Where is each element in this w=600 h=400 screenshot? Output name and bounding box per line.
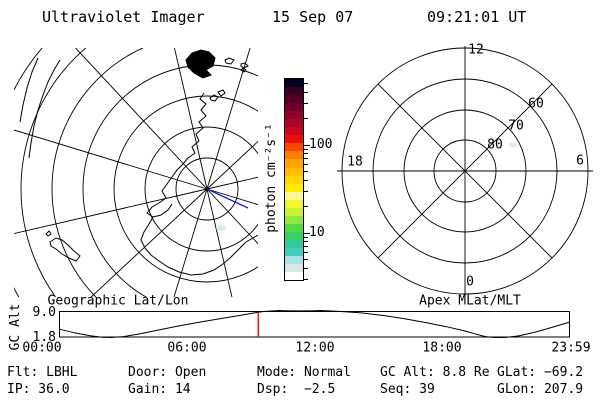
colorbar-band (285, 223, 303, 232)
colorbar-minor-tick (304, 170, 308, 172)
new-zealand (45, 230, 81, 262)
colorbar-minor-tick (304, 241, 308, 242)
tierra-del-fuego (185, 49, 216, 79)
colorbar-minor-tick (304, 206, 308, 207)
colorbar-band (285, 231, 303, 240)
mlt-label-18: 18 (347, 154, 363, 170)
colorbar-band (285, 159, 303, 168)
colorbar-band (285, 215, 303, 224)
colorbar-minor-tick (304, 236, 308, 238)
colorbar-major-tick (304, 144, 310, 146)
colorbar-band (285, 247, 303, 257)
status-field: Gain: 14 (128, 382, 191, 397)
status-field: Dsp: −2.5 (257, 382, 336, 397)
mlat-label-60: 60 (528, 96, 544, 112)
colorbar-minor-tick (304, 83, 308, 85)
status-field: Door: Open (128, 365, 207, 380)
colorbar-minor-tick (304, 102, 308, 104)
gc-alt-strip-chart (59, 310, 570, 338)
status-field: IP: 36.0 (7, 382, 70, 397)
colorbar-minor-tick (304, 278, 308, 280)
colorbar-minor-tick (304, 267, 308, 269)
apex-plot-caption: Apex MLat/MLT (419, 293, 521, 309)
geo-plot-caption: Geographic Lat/Lon (47, 293, 189, 309)
colorbar-minor-tick (304, 91, 308, 93)
colorbar-band (285, 264, 303, 273)
mlt-label-12: 12 (468, 42, 484, 58)
x-tick-label: 06:00 (167, 340, 207, 356)
faint-emission-patch-geo (216, 225, 226, 231)
mlat-label-80: 80 (487, 137, 503, 153)
colorbar-band (285, 167, 303, 176)
colorbar-minor-tick (304, 252, 308, 253)
colorbar-band (285, 272, 303, 281)
status-field: GC Alt: 8.8 Re (380, 365, 490, 380)
colorbar-minor-tick (304, 164, 308, 166)
colorbar-tick-label: 10 (309, 225, 325, 240)
antarctic-peninsula-coast (140, 92, 258, 276)
colorbar-minor-tick (304, 246, 308, 248)
header-date: 15 Sep 07 (272, 8, 354, 26)
orbit-track-line (206, 188, 249, 209)
colorbar-minor-tick (304, 190, 308, 192)
colorbar-minor-tick (304, 179, 308, 181)
colorbar-band (285, 103, 303, 112)
x-tick-label: 23:59 (551, 340, 591, 356)
page-title: Ultraviolet Imager (42, 8, 205, 26)
mlt-label-6: 6 (576, 153, 584, 169)
colorbar-band (285, 87, 303, 96)
colorbar-minor-tick (304, 148, 308, 150)
colorbar-band (285, 135, 303, 144)
colorbar-band (285, 111, 303, 120)
geographic-map-plot (14, 48, 258, 297)
mlt-label-0: 0 (466, 274, 474, 290)
y-tick-9: 9.0 (32, 305, 56, 320)
colorbar-tick-label: 100 (309, 137, 333, 152)
colorbar-band (285, 239, 303, 248)
colorbar-minor-tick (304, 158, 308, 160)
x-tick-label: 18:00 (422, 340, 462, 356)
faint-emission-patch-apex (509, 142, 517, 148)
status-field: Seq: 39 (380, 382, 435, 397)
colorbar-band (285, 95, 303, 104)
status-field: GLat: −69.2 (497, 365, 584, 380)
status-field: Mode: Normal (257, 365, 351, 380)
colorbar-minor-tick (304, 153, 308, 155)
coastlines (19, 49, 258, 276)
colorbar-major-tick (304, 232, 310, 234)
colorbar-band (285, 199, 303, 208)
colorbar-band (285, 127, 303, 136)
colorbar-unit-label: photon cm⁻²s⁻¹ (264, 123, 279, 233)
colorbar-band (285, 191, 303, 200)
strip-chart-ylabel: GC Alt (8, 303, 23, 351)
mlat-label-70: 70 (508, 118, 524, 134)
x-tick-label: 00:00 (22, 340, 62, 356)
apex-grid (337, 46, 593, 296)
status-field: GLon: 207.9 (497, 382, 584, 397)
colorbar-minor-tick (304, 259, 308, 260)
colorbar-band (285, 207, 303, 216)
colorbar-band (285, 183, 303, 192)
colorbar (284, 78, 304, 281)
falkland-islands (224, 57, 249, 73)
colorbar-band (285, 119, 303, 128)
geo-lat-lon-grid (14, 48, 258, 297)
x-tick-label: 12:00 (295, 340, 335, 356)
y-tick-1.8: 1.8 (32, 330, 56, 345)
apex-polar-plot (337, 46, 593, 296)
colorbar-band (285, 256, 303, 265)
colorbar-band (285, 143, 303, 152)
colorbar-band (285, 175, 303, 184)
header-time: 09:21:01 UT (427, 8, 527, 26)
colorbar-minor-tick (304, 118, 308, 119)
status-field: Flt: LBHL (7, 365, 78, 380)
south-america-coast (19, 57, 61, 159)
colorbar-band (285, 151, 303, 160)
colorbar-band (285, 79, 303, 88)
shetland-islands (209, 89, 226, 102)
